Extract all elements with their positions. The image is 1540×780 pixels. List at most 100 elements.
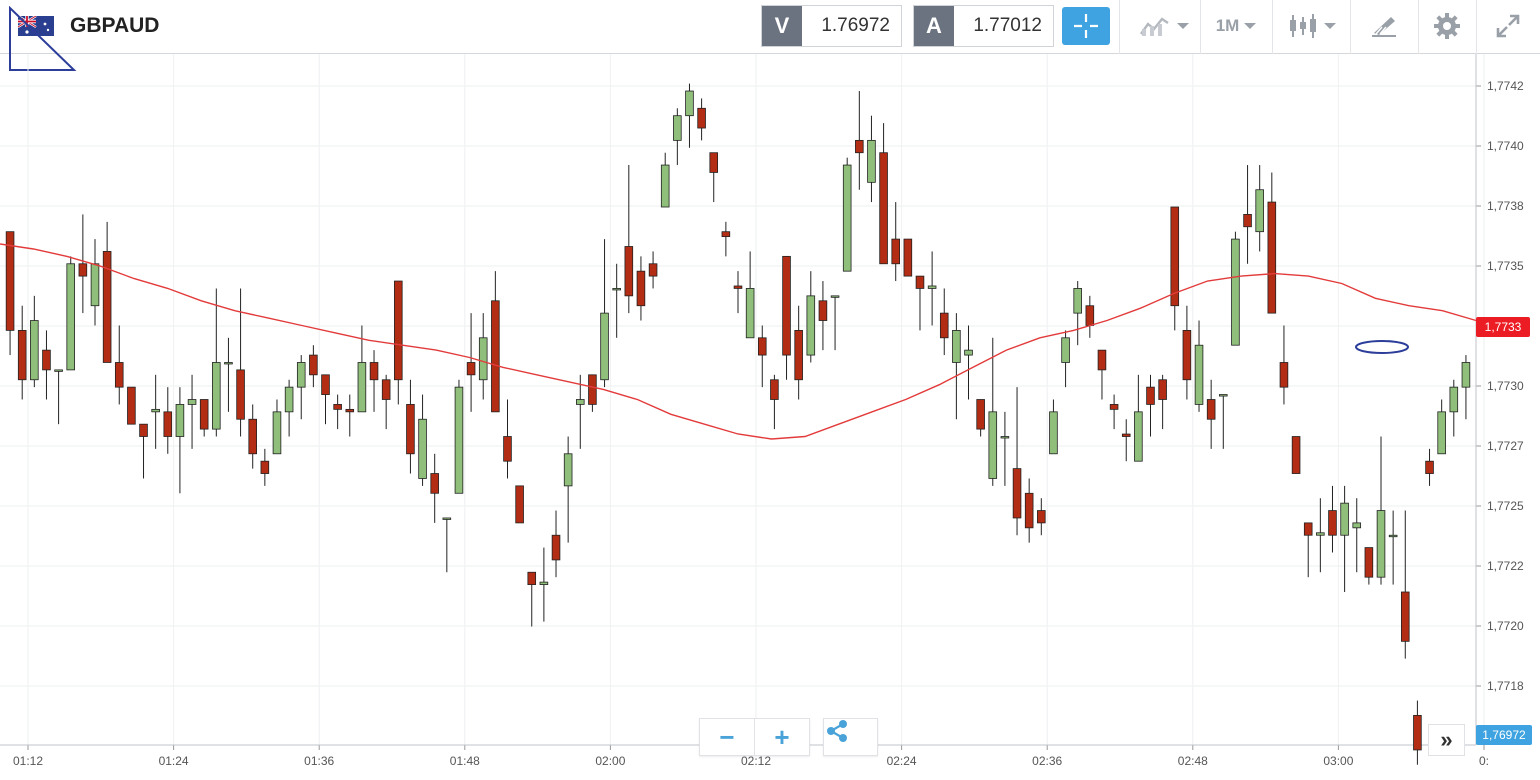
bull-candle: [673, 115, 682, 141]
x-tick-label: 02:00: [595, 754, 625, 768]
y-tick-label: 1,7727: [1487, 439, 1524, 453]
bear-candle: [345, 408, 355, 413]
drawing-icon: [1372, 17, 1396, 37]
bull-candle: [1352, 522, 1362, 529]
bear-candle: [394, 280, 403, 381]
y-tick-label: 1,7730: [1487, 379, 1524, 393]
candle-style-button[interactable]: [1280, 4, 1342, 48]
bull-candle: [66, 263, 76, 371]
bear-candle: [879, 152, 888, 265]
bear-candle: [624, 246, 634, 297]
bear-candle: [309, 354, 318, 376]
bull-candle: [1061, 337, 1070, 363]
bull-candle: [842, 164, 852, 272]
timeframe-label: 1M: [1215, 16, 1240, 35]
y-tick-label: 1,7725: [1487, 499, 1524, 513]
y-tick-label: 1,7742: [1487, 79, 1524, 93]
bear-candle: [588, 374, 597, 405]
bull-candle: [1388, 534, 1398, 538]
x-tick-label: 02:12: [741, 754, 771, 768]
moving-average-line: [0, 243, 1477, 440]
price-chart[interactable]: 1,7742 1,7740 1,7738 1,7735 1,7733 1,7730 1,77…: [0, 54, 1540, 780]
bear-candle: [1121, 433, 1131, 437]
bear-candle: [127, 386, 136, 425]
sell-price-button[interactable]: V 1.76972: [761, 5, 902, 47]
chevron-down-icon: [1244, 23, 1257, 29]
zoom-in-button[interactable]: +: [774, 721, 790, 752]
bull-candle: [600, 312, 609, 381]
fullscreen-button[interactable]: [1484, 4, 1532, 48]
bull-candle: [478, 337, 488, 381]
bear-candle: [515, 485, 524, 524]
zoom-out-button[interactable]: −: [700, 719, 755, 755]
bull-candle: [272, 411, 282, 455]
scroll-to-latest-button[interactable]: »: [1428, 724, 1465, 756]
bull-candle: [1376, 510, 1386, 578]
bull-candle: [284, 386, 294, 413]
chart-type-icon: [1139, 17, 1169, 36]
bull-candle: [1134, 411, 1143, 462]
bull-candle: [1449, 386, 1459, 413]
toolbar-divider: [1119, 0, 1120, 54]
bull-candle: [454, 386, 464, 494]
chevron-down-icon: [1176, 23, 1189, 29]
bull-candle: [988, 411, 998, 479]
gb-au-flag-icon: [18, 16, 54, 36]
buy-price-button[interactable]: A 1.77012: [913, 5, 1054, 47]
bear-candle: [1182, 329, 1192, 381]
chart-type-button[interactable]: [1130, 4, 1196, 48]
bull-candle: [1316, 532, 1325, 536]
moving-average-price-tag: 1,7733: [1476, 317, 1530, 337]
share-button[interactable]: [823, 718, 878, 756]
bull-candle: [1219, 394, 1228, 397]
sell-label: V: [762, 6, 802, 46]
bear-candle: [551, 534, 561, 561]
bull-candle: [1340, 502, 1349, 536]
timeframe-dropdown[interactable]: 1M: [1205, 4, 1267, 48]
sell-price: 1.76972: [821, 15, 890, 36]
drawing-tools-button[interactable]: [1358, 4, 1410, 48]
triangle-annotation[interactable]: [8, 6, 78, 72]
bull-candle: [54, 369, 63, 372]
bear-candle: [321, 374, 330, 395]
toolbar-divider: [1418, 0, 1419, 54]
bull-candle: [745, 288, 755, 339]
candlestick-chart-svg[interactable]: 1,7742 1,7740 1,7738 1,7735 1,7733 1,7730 1,77…: [0, 54, 1540, 780]
bear-candle: [369, 362, 379, 381]
bear-candle: [102, 251, 112, 363]
x-tick-label: 02:48: [1178, 754, 1208, 768]
toolbar: GBPAUD V 1.76972 A 1.77012 1M: [0, 0, 1540, 71]
x-tick-label: 02:36: [1032, 754, 1062, 768]
bear-candle: [976, 399, 985, 430]
bear-candle: [5, 231, 15, 331]
bear-candle: [1170, 206, 1180, 307]
bear-candle: [430, 473, 439, 494]
bull-candle: [927, 285, 937, 289]
bid-price-tag: 1,76972: [1476, 725, 1532, 745]
bear-candle: [333, 404, 342, 410]
bear-candle: [721, 231, 731, 238]
bear-candle: [78, 263, 88, 277]
settings-button[interactable]: [1422, 4, 1472, 48]
bull-candle: [418, 418, 427, 479]
bear-candle: [527, 571, 537, 585]
x-tick-label: 03:00: [1323, 754, 1353, 768]
gear-icon: [1434, 13, 1460, 39]
bear-candle: [1364, 547, 1374, 578]
bear-candle: [466, 362, 476, 376]
bull-candle: [1000, 436, 1010, 439]
bear-candle: [770, 379, 779, 400]
y-tick-label: 1,7740: [1487, 139, 1524, 153]
bear-candle: [1328, 510, 1337, 536]
bear-candle: [1012, 468, 1022, 519]
bull-candle: [867, 139, 876, 183]
bear-candle: [1109, 404, 1119, 410]
bear-candle: [757, 337, 767, 356]
bull-candle: [952, 329, 961, 363]
crosshair-button[interactable]: [1062, 7, 1110, 45]
bull-candle: [806, 295, 816, 356]
x-tick-label: 01:12: [13, 754, 43, 768]
x-tick-label: 01:24: [159, 754, 189, 768]
buy-label: A: [914, 6, 954, 46]
toolbar-divider: [1476, 0, 1477, 54]
